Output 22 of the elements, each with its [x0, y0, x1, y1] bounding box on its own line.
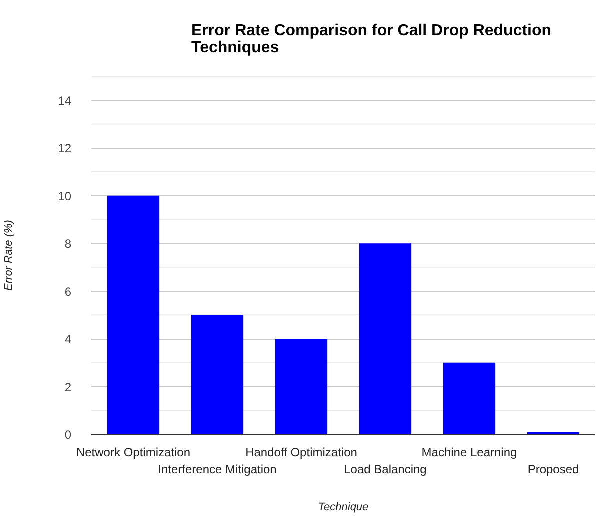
x-tick-label: Proposed [528, 462, 580, 476]
x-axis-title: Technique [318, 501, 369, 514]
bar [443, 362, 496, 434]
y-tick-label: 8 [64, 237, 72, 252]
x-tick-label: Machine Learning [422, 446, 518, 460]
bar [191, 315, 244, 434]
bar [359, 244, 412, 434]
chart-title: Error Rate Comparison for Call Drop Reduction Techniques [192, 22, 552, 56]
y-tick-label: 12 [58, 142, 72, 156]
y-tick-label: 14 [58, 94, 72, 108]
y-tick-label: 0 [64, 428, 72, 442]
bar [275, 339, 328, 434]
bar [107, 196, 160, 434]
x-tick-label: Load Balancing [344, 462, 427, 476]
x-tick-label: Network Optimization [76, 446, 191, 460]
y-tick-label: 4 [64, 332, 72, 347]
y-tick-label: 10 [58, 189, 72, 204]
x-tick-label: Handoff Optimization [246, 446, 358, 460]
y-axis-title: Error Rate (%) [3, 220, 16, 291]
x-tick-label: Interference Mitigation [158, 462, 277, 476]
y-tick-label: 2 [64, 380, 72, 394]
y-tick-label: 6 [64, 284, 72, 299]
